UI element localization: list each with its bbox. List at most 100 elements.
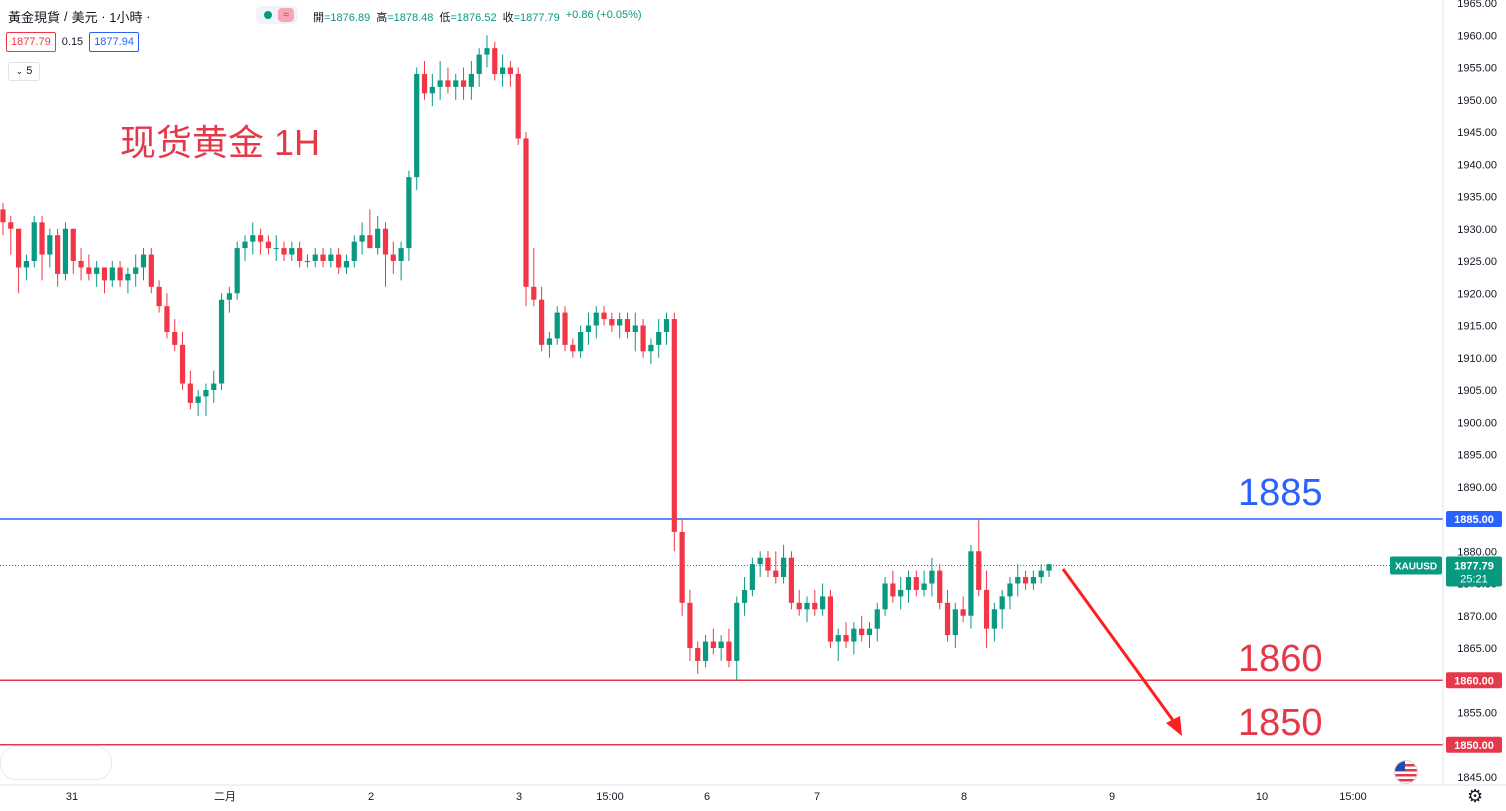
candle-body — [624, 319, 631, 332]
candle-body — [304, 261, 311, 262]
candle-body — [866, 628, 873, 636]
candle-body — [94, 267, 100, 274]
candle-body — [148, 254, 154, 287]
bid-ask: 1877.79 0.15 1877.94 — [6, 32, 139, 52]
candle-body — [562, 312, 568, 345]
candle-body — [749, 564, 755, 590]
candle-body — [890, 583, 896, 597]
candle-body — [710, 641, 716, 648]
y-tick-label: 1870.00 — [1457, 611, 1497, 623]
candle-body — [773, 570, 779, 578]
change-value: +0.86 (+0.05%) — [565, 9, 642, 21]
candle-body — [702, 641, 709, 661]
candle-body — [539, 299, 545, 345]
candle-body — [328, 254, 334, 261]
candle-body — [351, 241, 357, 261]
chart-controls-pill[interactable] — [0, 746, 112, 780]
candle-body — [679, 531, 685, 603]
candle-body — [812, 602, 818, 610]
y-tick-label: 1955.00 — [1457, 63, 1497, 75]
x-tick-label: 31 — [66, 791, 78, 803]
candle-body — [86, 267, 92, 274]
candle-body — [695, 648, 701, 661]
candle-body — [796, 602, 802, 610]
candle-body — [484, 48, 490, 55]
x-tick-label: 7 — [814, 791, 820, 803]
level-badge-1850 — [1446, 736, 1502, 753]
wave-icon[interactable]: ≈ — [278, 8, 294, 22]
bid-button[interactable]: 1877.79 — [6, 32, 56, 52]
candle-body — [0, 209, 6, 223]
candle-body — [250, 235, 256, 242]
candle-body — [913, 577, 919, 590]
candle-body — [297, 248, 303, 261]
last-price-label: 1877.79 — [1454, 561, 1494, 573]
us-flag-icon[interactable] — [1394, 760, 1418, 784]
candle-body — [265, 241, 272, 249]
candle-body — [937, 570, 943, 603]
candle-body — [640, 325, 646, 352]
indicators-collapse-button[interactable]: ⌄ 5 — [8, 62, 40, 81]
ask-button[interactable]: 1877.94 — [89, 32, 139, 52]
candle-body — [718, 641, 724, 648]
last-price-badge — [1446, 556, 1502, 587]
candle-body — [585, 325, 592, 332]
candle-body — [991, 609, 997, 629]
candle-body — [468, 73, 474, 87]
level-badge-label: 1850.00 — [1454, 740, 1494, 752]
price-axis: 1965.00 1960.00 1955.00 1950.00 1945.00 1940.… — [1442, 0, 1506, 811]
candle-body — [952, 609, 958, 636]
y-tick-label: 1855.00 — [1457, 708, 1497, 720]
candle-body — [16, 228, 22, 268]
high-value: =1878.48 — [387, 12, 434, 24]
candle-body — [156, 286, 162, 307]
low-value: =1876.52 — [450, 12, 497, 24]
candle-body — [429, 86, 435, 94]
y-tick-label: 1880.00 — [1457, 546, 1497, 558]
candle-body — [31, 222, 37, 261]
candle-body — [62, 228, 69, 274]
candle-body — [289, 248, 295, 255]
close-label: 收 — [502, 12, 514, 24]
candle-body — [780, 557, 787, 578]
symbol-badge-label: XAUUSD — [1395, 562, 1437, 573]
price-axis-bg[interactable] — [1443, 0, 1506, 811]
candle-body — [39, 222, 45, 255]
candle-body — [242, 241, 248, 249]
candle-body — [453, 80, 459, 87]
status-toggles[interactable]: ≈ — [256, 6, 298, 24]
candle-body — [437, 80, 443, 87]
candle-body — [859, 628, 865, 636]
candle-body — [835, 635, 841, 642]
indicator-count: 5 — [26, 65, 33, 77]
candle-body — [1038, 570, 1044, 578]
candle-body — [179, 344, 186, 384]
candle-body — [827, 596, 834, 642]
candle-body — [55, 235, 61, 274]
symbol-header[interactable]: 黃金現貨 / 美元 · 1小時 · — [8, 9, 151, 25]
gear-icon[interactable]: ⚙ — [1467, 786, 1484, 806]
candle-body — [101, 267, 108, 281]
y-tick-label: 1865.00 — [1457, 643, 1497, 655]
y-tick-label: 1845.00 — [1457, 772, 1497, 784]
candle-body — [320, 254, 326, 261]
candle-body — [804, 602, 810, 610]
candle-body — [336, 254, 342, 268]
x-tick-label: 6 — [704, 791, 710, 803]
ohlc-values: 開=1876.89 高=1878.48 低=1876.52 收=1877.79 … — [313, 9, 642, 25]
candle-body — [117, 267, 123, 281]
candle-body — [601, 312, 607, 320]
label-1860: 1860 — [1238, 638, 1323, 680]
candle-body — [375, 228, 381, 249]
candle-body — [593, 312, 599, 326]
currency: 美元 — [71, 10, 98, 25]
candle-body — [234, 248, 240, 294]
horizontal-levels — [0, 518, 1443, 746]
candle-body — [999, 596, 1005, 610]
candle-body — [499, 67, 506, 74]
level-badge-label: 1885.00 — [1454, 514, 1494, 526]
candle-body — [820, 596, 826, 610]
candle-body — [507, 67, 513, 74]
candle-body — [109, 267, 115, 281]
